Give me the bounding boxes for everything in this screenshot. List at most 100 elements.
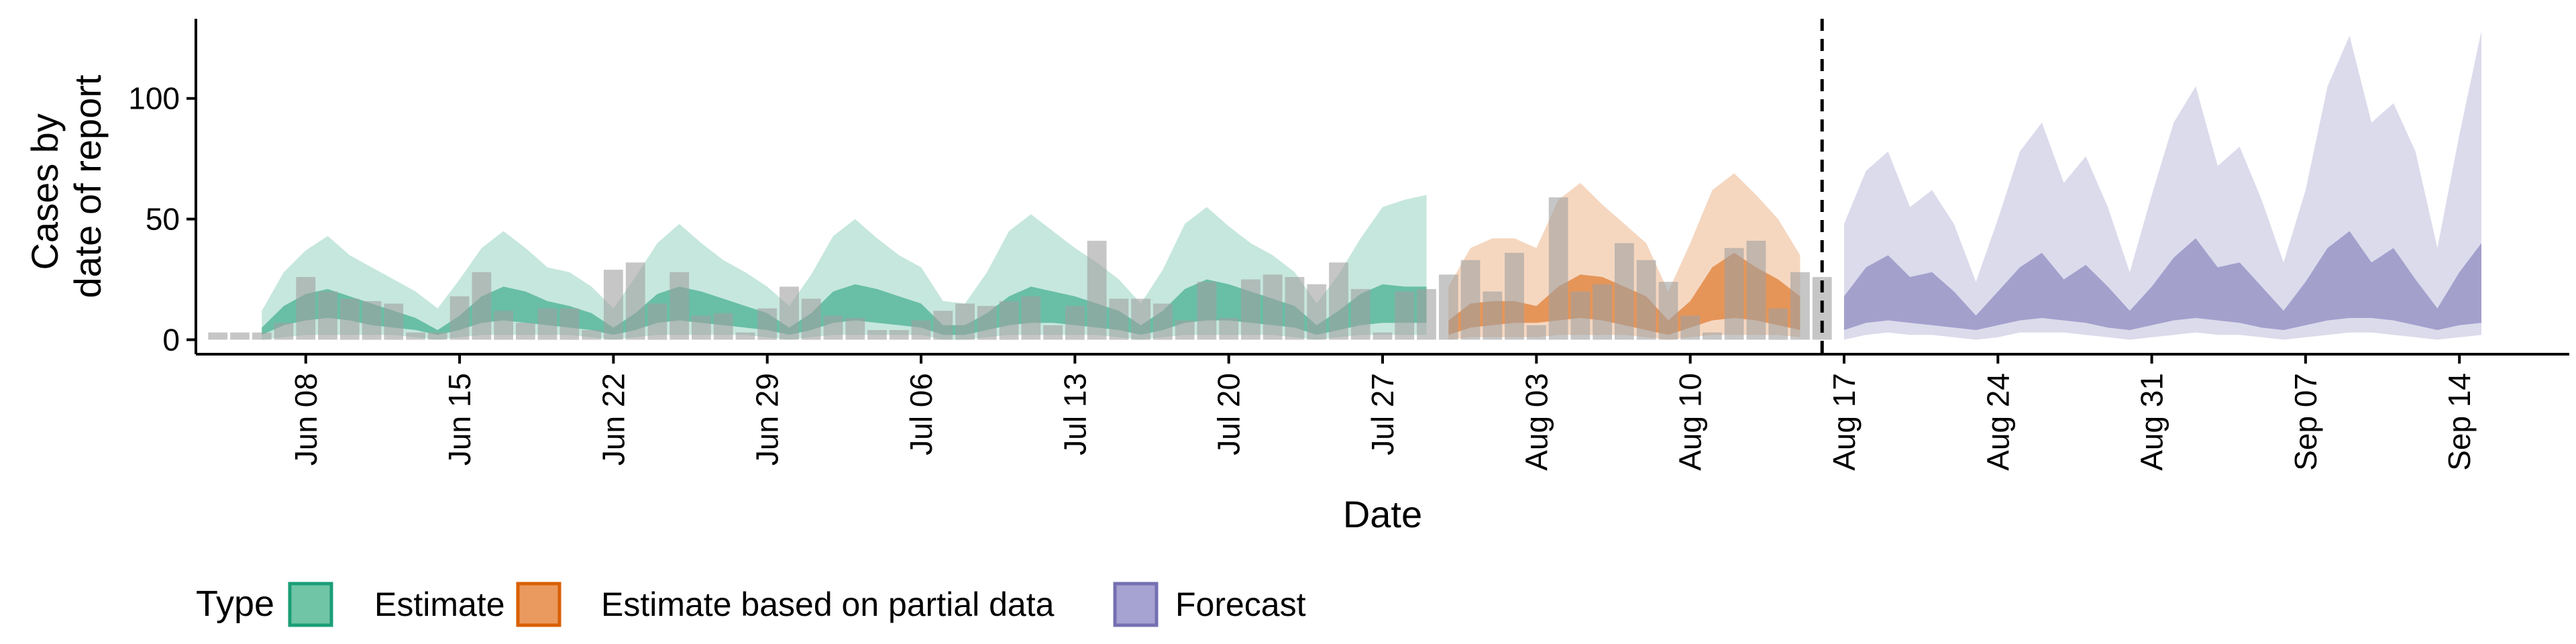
- x-tick-label: Aug 24: [1980, 373, 2015, 471]
- x-tick-label: Jul 13: [1057, 373, 1092, 455]
- forecast-band-50: [1843, 231, 2481, 330]
- bar: [1329, 262, 1348, 340]
- x-tick-label: Aug 31: [2135, 373, 2169, 471]
- bar: [669, 272, 690, 340]
- bar: [1131, 299, 1150, 340]
- bar: [1241, 279, 1260, 340]
- x-tick-label: Jul 27: [1365, 373, 1400, 455]
- legend-key: [516, 582, 561, 627]
- bar: [1636, 260, 1656, 340]
- y-axis-title-line-2: date of report: [66, 74, 109, 299]
- bar: [889, 330, 909, 340]
- bar: [1658, 282, 1678, 340]
- y-axis-title-line-1: Cases by: [23, 113, 66, 270]
- x-tick-label: Aug 10: [1673, 373, 1708, 471]
- plot-area: [208, 19, 2481, 354]
- bar: [801, 299, 821, 340]
- bar: [713, 313, 733, 340]
- x-tick-label: Jun 15: [442, 373, 477, 466]
- bar: [1746, 240, 1766, 340]
- x-tick-label: Jun 22: [596, 373, 631, 466]
- bar: [1373, 332, 1393, 340]
- bar: [1021, 296, 1041, 340]
- x-tick-label: Sep 14: [2442, 373, 2477, 471]
- bar: [1614, 243, 1634, 340]
- bar: [845, 318, 865, 340]
- legend-key: [1113, 582, 1159, 627]
- bar: [1153, 303, 1173, 340]
- bar: [735, 332, 755, 340]
- bar: [1526, 325, 1546, 340]
- bar: [1790, 272, 1810, 340]
- x-tick-label: Jul 06: [904, 373, 938, 455]
- bar: [1570, 291, 1591, 340]
- bar: [582, 330, 602, 340]
- x-tick-label: Aug 03: [1519, 373, 1554, 471]
- bar: [296, 276, 316, 340]
- bar: [494, 311, 513, 340]
- bar: [406, 332, 425, 340]
- bar: [1680, 315, 1700, 340]
- bar: [318, 291, 337, 340]
- bar: [1703, 332, 1722, 340]
- bar: [647, 303, 667, 340]
- bar: [757, 308, 777, 340]
- bar: [1175, 320, 1195, 340]
- bar: [472, 272, 492, 340]
- x-axis: Jun 08 Jun 15 Jun 22 Jun 29 Jul 06 Jul 13 Jul …: [196, 353, 2569, 471]
- x-axis-title: Date: [1343, 493, 1422, 535]
- bar: [516, 323, 535, 340]
- bar: [1065, 306, 1085, 340]
- bar: [1438, 274, 1458, 340]
- bar: [252, 332, 272, 340]
- bar: [780, 286, 799, 340]
- bar: [1395, 291, 1415, 340]
- y-axis-title: Cases by date of report: [23, 74, 109, 299]
- bar: [384, 303, 404, 340]
- x-tick-label: Jun 08: [288, 373, 323, 466]
- y-tick-label: 100: [128, 81, 180, 116]
- bar: [230, 332, 250, 340]
- bar: [1285, 276, 1305, 340]
- bar: [1505, 252, 1524, 340]
- bar: [867, 330, 887, 340]
- bar: [625, 262, 645, 340]
- legend-label: Estimate based on partial data: [601, 586, 1055, 623]
- bar: [559, 308, 580, 340]
- bar: [274, 323, 294, 340]
- bar: [1417, 288, 1436, 340]
- legend-title: Type: [196, 584, 274, 624]
- bar-layer: [208, 197, 1832, 340]
- bar: [955, 303, 975, 340]
- bar: [1307, 284, 1327, 340]
- bar: [1263, 274, 1283, 340]
- bar: [933, 311, 953, 340]
- bar: [823, 315, 843, 340]
- bar: [1109, 299, 1129, 340]
- bar: [1197, 282, 1217, 340]
- bar: [1768, 308, 1788, 340]
- bar: [427, 332, 447, 340]
- bar: [362, 301, 382, 340]
- bar: [1350, 288, 1371, 340]
- x-tick-label: Sep 07: [2288, 373, 2323, 471]
- y-tick-label: 50: [146, 202, 180, 237]
- bar: [1548, 197, 1568, 340]
- bar: [1460, 260, 1481, 340]
- y-axis: 0 50 100: [128, 19, 197, 357]
- bar: [1593, 284, 1612, 340]
- y-tick-label: 0: [162, 322, 180, 357]
- bar: [208, 332, 228, 340]
- x-tick-label: Aug 17: [1827, 373, 1862, 471]
- bar: [692, 315, 711, 340]
- bar: [1087, 240, 1107, 340]
- x-tick-label: Jul 20: [1212, 373, 1246, 455]
- legend-key: [288, 582, 333, 627]
- bar: [911, 320, 931, 340]
- bar: [999, 301, 1019, 340]
- bar: [339, 299, 360, 340]
- bar: [1219, 318, 1239, 340]
- bar: [977, 306, 997, 340]
- x-tick-label: Jun 29: [750, 373, 785, 466]
